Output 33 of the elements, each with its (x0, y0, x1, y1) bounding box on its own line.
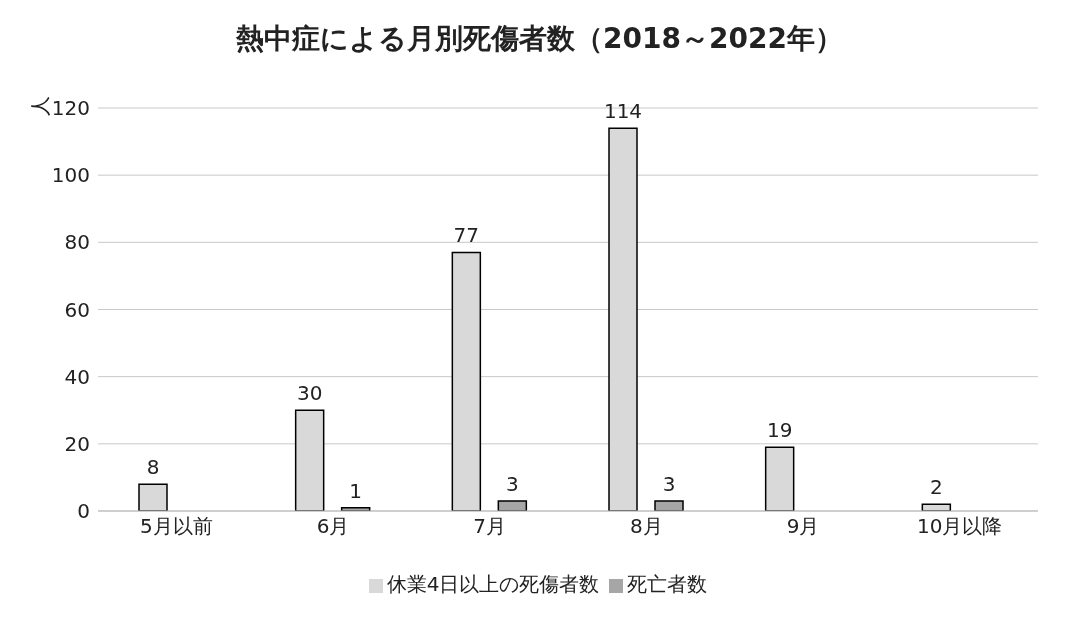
bar (608, 127, 638, 511)
data-label: 1 (349, 478, 363, 503)
data-label: 77 (453, 223, 480, 248)
y-axis-title: 人 (26, 95, 53, 116)
data-label: 114 (603, 99, 643, 124)
data-label: 3 (662, 471, 676, 496)
data-label: 19 (766, 418, 793, 443)
x-tick-label: 6月 (316, 514, 350, 539)
y-tick-label: 80 (64, 230, 90, 255)
bar (294, 409, 325, 511)
y-tick-label: 120 (51, 96, 90, 121)
bar (497, 500, 528, 511)
data-label: 30 (296, 381, 323, 406)
x-tick-label: 7月 (473, 514, 507, 539)
legend-label: 休業4日以上の死傷者数 (386, 572, 600, 596)
chart-title: 熱中症による月別死傷者数（2018～2022年） (235, 21, 844, 57)
y-tick-label: 0 (77, 499, 90, 524)
data-label: 3 (505, 471, 519, 496)
y-tick-label: 60 (64, 297, 90, 322)
bar (138, 483, 168, 511)
x-tick-label: 9月 (786, 514, 820, 539)
bar (764, 446, 795, 511)
y-tick-label: 40 (64, 364, 90, 389)
y-tick-label: 100 (51, 163, 90, 188)
bar (654, 500, 684, 511)
x-tick-label: 10月以降 (916, 514, 1003, 539)
x-tick-label: 8月 (629, 514, 663, 539)
y-tick-label: 20 (64, 431, 90, 456)
data-label: 8 (146, 455, 160, 480)
data-label: 2 (929, 475, 943, 500)
bar (451, 251, 482, 511)
legend-label: 死亡者数 (627, 572, 708, 596)
x-tick-label: 5月以前 (139, 514, 213, 539)
